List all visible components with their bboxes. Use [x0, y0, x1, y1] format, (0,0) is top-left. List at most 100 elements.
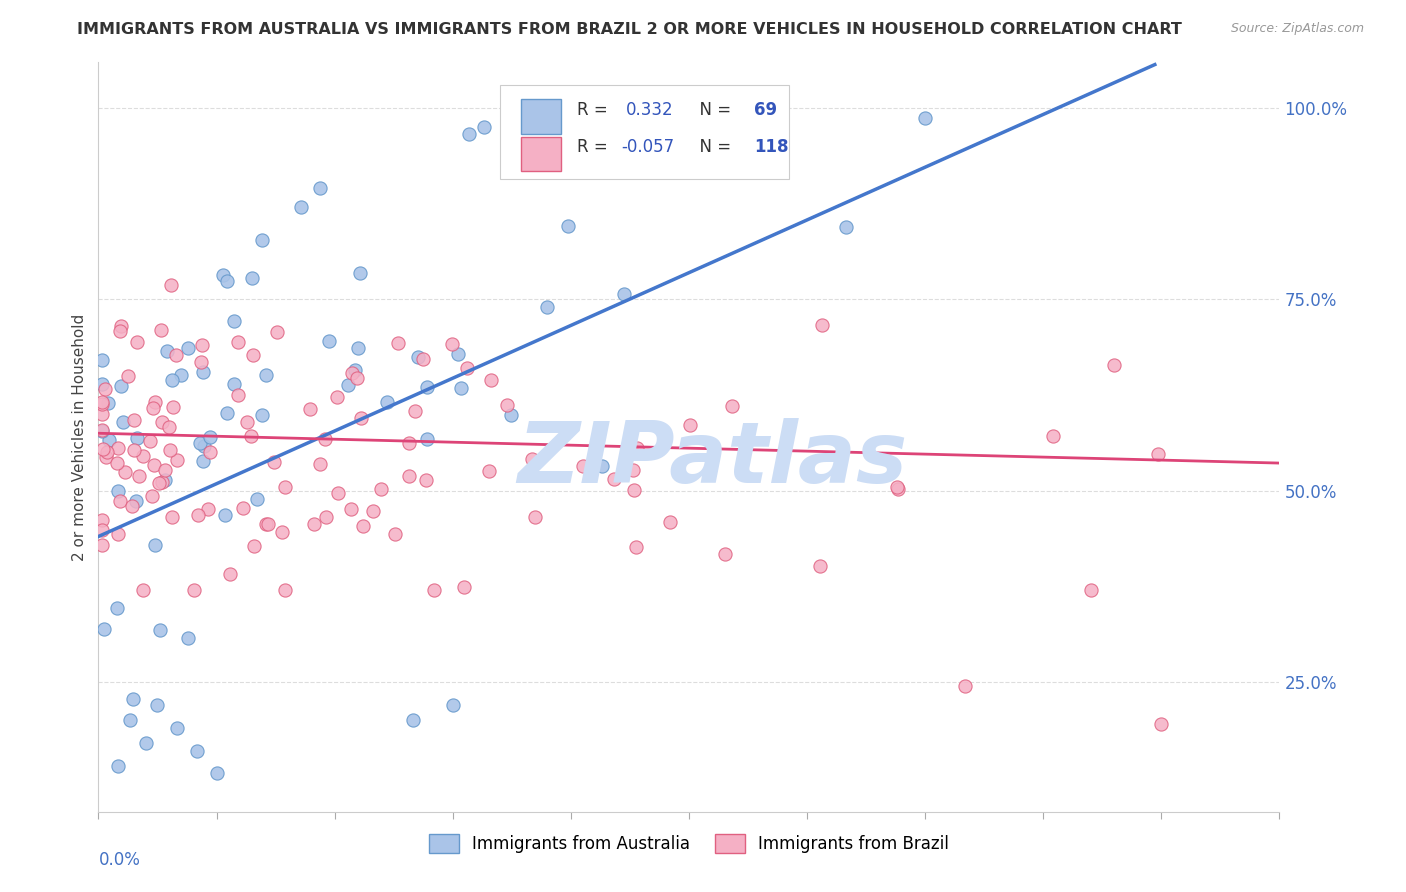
Text: N =: N =: [689, 138, 737, 156]
Point: [810, 558, 832, 573]
Point: [416, 432, 439, 446]
Point: [122, 692, 145, 706]
Point: [149, 624, 172, 638]
Point: [91, 423, 114, 437]
Point: [835, 219, 858, 234]
Point: [450, 381, 472, 395]
Point: [375, 395, 398, 409]
Point: [93, 622, 115, 636]
Point: [626, 441, 648, 455]
Point: [447, 347, 470, 361]
Point: [165, 348, 187, 362]
Point: [402, 713, 425, 727]
Point: [309, 181, 332, 195]
Point: [472, 120, 495, 134]
Point: [250, 408, 273, 422]
Point: [108, 493, 131, 508]
Point: [183, 582, 205, 597]
Point: [412, 352, 434, 367]
Point: [242, 348, 264, 362]
Point: [1150, 716, 1173, 731]
Text: R =: R =: [576, 101, 619, 119]
Point: [121, 499, 143, 513]
Point: [536, 300, 558, 314]
Point: [326, 486, 349, 500]
Point: [343, 363, 366, 377]
Point: [228, 334, 250, 349]
Point: [314, 432, 336, 446]
Point: [232, 500, 254, 515]
Point: [315, 510, 337, 524]
Point: [326, 391, 349, 405]
Point: [224, 314, 246, 328]
Point: [153, 473, 176, 487]
Point: [246, 492, 269, 507]
Point: [756, 110, 779, 124]
Point: [416, 380, 439, 394]
Text: N =: N =: [689, 101, 737, 119]
Point: [340, 366, 363, 380]
Point: [205, 766, 228, 780]
Point: [679, 417, 702, 432]
Point: [370, 483, 392, 497]
Point: [132, 582, 155, 597]
Point: [110, 378, 132, 392]
Point: [215, 406, 238, 420]
Point: [91, 352, 114, 367]
Point: [953, 679, 976, 693]
Point: [349, 266, 371, 280]
Point: [309, 457, 332, 471]
Point: [453, 580, 475, 594]
Point: [145, 538, 167, 552]
Point: [886, 480, 908, 494]
Point: [1042, 429, 1064, 443]
Point: [97, 396, 120, 410]
Point: [187, 508, 209, 522]
Point: [94, 383, 117, 397]
Point: [501, 409, 523, 423]
Point: [193, 439, 215, 453]
Point: [271, 524, 294, 539]
FancyBboxPatch shape: [501, 85, 789, 178]
Point: [423, 582, 446, 597]
Point: [1102, 359, 1125, 373]
Point: [107, 484, 129, 499]
Point: [274, 582, 297, 597]
Point: [198, 430, 221, 444]
Point: [157, 420, 180, 434]
Point: [572, 458, 595, 473]
Point: [150, 475, 173, 490]
Point: [146, 698, 169, 712]
Point: [524, 510, 547, 524]
Point: [156, 343, 179, 358]
Point: [135, 736, 157, 750]
Point: [124, 413, 146, 427]
Point: [111, 415, 134, 429]
Point: [107, 456, 129, 470]
Point: [159, 442, 181, 457]
Point: [222, 377, 245, 392]
Point: [456, 361, 478, 376]
Point: [236, 415, 259, 429]
Point: [159, 278, 181, 293]
Text: Source: ZipAtlas.com: Source: ZipAtlas.com: [1230, 22, 1364, 36]
Point: [714, 547, 737, 561]
Point: [1147, 446, 1170, 460]
Point: [91, 377, 114, 392]
Point: [349, 411, 371, 425]
Point: [105, 600, 128, 615]
Point: [107, 527, 129, 541]
Point: [149, 322, 172, 336]
Text: ZIPatlas: ZIPatlas: [517, 418, 908, 501]
Point: [117, 369, 139, 384]
Point: [128, 469, 150, 483]
Point: [170, 368, 193, 382]
Point: [211, 268, 233, 283]
Point: [495, 398, 517, 412]
Point: [127, 334, 149, 349]
Point: [557, 219, 579, 233]
Point: [125, 494, 148, 508]
Point: [91, 513, 114, 527]
Point: [479, 373, 502, 387]
Point: [415, 473, 437, 487]
